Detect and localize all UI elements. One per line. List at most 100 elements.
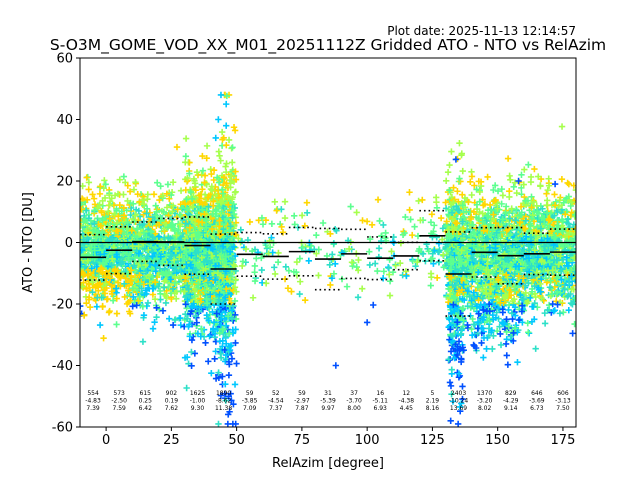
data-point bbox=[94, 204, 101, 212]
data-point bbox=[205, 358, 212, 365]
data-point bbox=[96, 321, 104, 329]
data-point bbox=[116, 176, 124, 183]
data-point bbox=[152, 202, 159, 209]
data-point bbox=[93, 303, 101, 310]
data-point bbox=[114, 279, 122, 286]
data-point bbox=[211, 355, 218, 362]
data-point bbox=[102, 181, 109, 188]
data-point bbox=[85, 186, 92, 193]
data-point bbox=[99, 302, 106, 310]
data-point bbox=[140, 312, 148, 319]
data-point bbox=[81, 212, 88, 220]
data-point bbox=[229, 144, 236, 151]
data-point bbox=[560, 309, 567, 316]
data-point bbox=[215, 420, 222, 427]
data-point bbox=[532, 345, 539, 352]
data-point bbox=[544, 186, 551, 194]
data-point bbox=[216, 152, 223, 160]
plot-date-label: Plot date: 2025-11-13 12:14:57 bbox=[387, 24, 576, 38]
data-point bbox=[569, 330, 576, 337]
data-point bbox=[85, 179, 93, 186]
data-point bbox=[525, 330, 533, 337]
data-point bbox=[157, 296, 164, 303]
data-point bbox=[217, 157, 224, 164]
data-point bbox=[133, 302, 140, 309]
data-point bbox=[86, 303, 94, 311]
data-point bbox=[174, 206, 181, 213]
data-point bbox=[120, 204, 128, 211]
data-point bbox=[504, 155, 512, 162]
data-point bbox=[228, 145, 235, 152]
data-point bbox=[95, 273, 103, 280]
data-point bbox=[565, 306, 572, 314]
data-point bbox=[132, 212, 139, 219]
data-point bbox=[139, 338, 147, 345]
data-point bbox=[171, 227, 178, 235]
data-point bbox=[442, 177, 450, 184]
data-point bbox=[104, 295, 111, 303]
data-point bbox=[117, 283, 124, 290]
data-point bbox=[525, 161, 532, 168]
data-point bbox=[149, 325, 157, 332]
data-point bbox=[506, 172, 513, 180]
data-point bbox=[163, 287, 170, 295]
data-point bbox=[139, 303, 147, 310]
data-point bbox=[116, 201, 124, 209]
data-point bbox=[83, 207, 90, 214]
data-point bbox=[182, 135, 190, 142]
data-point bbox=[154, 179, 161, 186]
data-point bbox=[80, 268, 85, 276]
data-point bbox=[149, 291, 157, 298]
data-point bbox=[136, 221, 143, 228]
data-point bbox=[156, 196, 163, 204]
data-point bbox=[135, 207, 143, 215]
data-point bbox=[145, 246, 152, 253]
data-point bbox=[132, 275, 139, 283]
data-point bbox=[228, 159, 236, 166]
data-point bbox=[83, 196, 91, 204]
data-point bbox=[173, 143, 181, 151]
data-point bbox=[169, 208, 176, 215]
data-point bbox=[208, 369, 215, 377]
data-point bbox=[543, 190, 550, 197]
data-point bbox=[182, 153, 190, 160]
data-point bbox=[163, 204, 171, 211]
data-point bbox=[218, 128, 226, 136]
data-point bbox=[132, 178, 139, 186]
data-point bbox=[167, 191, 175, 199]
data-point bbox=[531, 165, 538, 173]
data-point bbox=[176, 221, 184, 228]
data-point bbox=[162, 299, 170, 307]
data-point bbox=[100, 334, 107, 342]
data-point bbox=[120, 191, 127, 198]
data-point bbox=[80, 218, 87, 226]
data-point bbox=[105, 309, 113, 316]
data-point bbox=[157, 182, 164, 190]
data-point bbox=[444, 168, 452, 176]
data-point bbox=[99, 197, 106, 205]
data-point bbox=[169, 202, 177, 209]
data-point bbox=[499, 192, 507, 199]
data-point bbox=[157, 290, 164, 298]
data-point bbox=[543, 202, 550, 209]
data-point bbox=[231, 381, 239, 388]
data-point bbox=[126, 188, 134, 195]
data-point bbox=[202, 339, 209, 346]
data-point bbox=[86, 280, 93, 288]
data-point bbox=[134, 297, 142, 305]
data-point bbox=[233, 360, 240, 367]
data-point bbox=[182, 159, 189, 166]
chart-title: S-O3M_GOME_VOD_XX_M01_20251112Z Gridded … bbox=[50, 36, 606, 55]
data-point bbox=[558, 175, 566, 183]
data-point bbox=[166, 315, 173, 322]
data-point bbox=[144, 299, 152, 307]
data-point bbox=[150, 191, 158, 198]
data-point bbox=[89, 288, 96, 296]
data-point bbox=[101, 177, 108, 184]
data-point bbox=[96, 190, 104, 198]
data-point bbox=[169, 179, 177, 186]
data-point bbox=[225, 371, 233, 379]
data-point bbox=[177, 321, 184, 329]
data-point bbox=[203, 142, 211, 150]
